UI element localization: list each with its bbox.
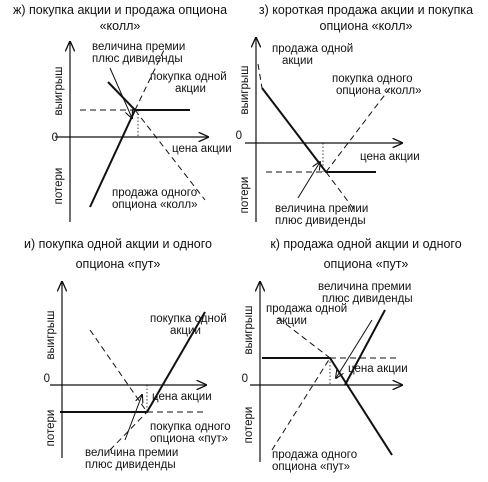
label: акции [170,325,201,337]
panel-title: з) короткая продажа акции и покупка [259,3,473,17]
payoff-line [344,309,386,386]
dashed-line [109,411,148,451]
dashed-line [134,47,166,111]
label: продажа одного [272,449,357,461]
panel: к) продажа одной акции и одного опциона … [242,237,462,473]
pointer [297,162,320,199]
panel-title: к) продажа одной акции и одного [270,237,461,251]
label: акции [276,315,307,327]
zero-label: 0 [44,373,50,385]
panel-title: «колл» [100,19,141,33]
label: величина премии [318,281,411,293]
label: величина премии [85,447,178,459]
axis-label: выигрыш [53,67,65,116]
label: продажа одного [112,187,197,199]
label: величина премии [92,41,185,53]
zero-label: 0 [236,130,242,142]
label: плюс дивиденды [92,53,183,65]
label: продажа одной [272,43,353,55]
dashed-line [134,109,206,201]
axis-label: выигрыш [243,306,255,355]
axis-label: выигрыш [45,311,57,360]
label: плюс дивиденды [322,293,413,305]
dashed-line [325,87,391,173]
payoff-line [261,87,376,173]
label: покупка одного [332,73,413,85]
label: величина премии [275,203,368,215]
axis-label: потери [53,168,65,205]
panel-title: опциона «колл» [320,19,413,33]
label: опциона «колл» [336,85,422,97]
label: покупка одной [150,313,227,325]
axis-label: цена акции [172,143,232,155]
label: покупка одного [150,421,231,433]
panel-title: и) покупка одной акции и одного [24,237,212,251]
dashed-line [89,329,148,413]
dashed-line [257,63,263,89]
payoff-line [107,81,136,111]
axis-label: цена акции [152,391,212,403]
label: опциона «пут» [150,433,228,445]
axis-label: потери [239,177,251,214]
label: продажа одной [266,303,347,315]
dashed-line [325,171,357,213]
pointer [336,319,373,378]
label: акции [282,55,313,67]
axis-label: потери [243,407,255,444]
panel-title: ж) покупка акции и продажа опциона [13,3,227,17]
panel-title: опциона «пут» [76,257,161,271]
dashed-line [277,317,331,359]
axis-label: выигрыш [239,66,251,115]
pointer [124,395,142,441]
zero-label: 0 [242,373,248,385]
panel-title: опциона «пут» [324,257,409,271]
panel: з) короткая продажа акции и покупка опци… [236,3,474,227]
label: плюс дивиденды [85,459,176,471]
label: акции [175,83,206,95]
axis-label: потери [45,410,57,447]
label: опциона «колл» [112,199,198,211]
zero-label: 0 [52,132,58,144]
label: покупка одной [150,71,227,83]
axis-label: цена акции [360,151,420,163]
axis-label: цена акции [348,363,408,375]
panel: ж) покупка акции и продажа опциона «колл… [13,3,232,222]
label: плюс дивиденды [275,215,366,227]
label: опциона «пут» [272,461,350,473]
pointer [109,67,132,118]
panel: и) покупка одной акции и одного опциона … [24,237,231,471]
dashed-line [271,357,331,451]
